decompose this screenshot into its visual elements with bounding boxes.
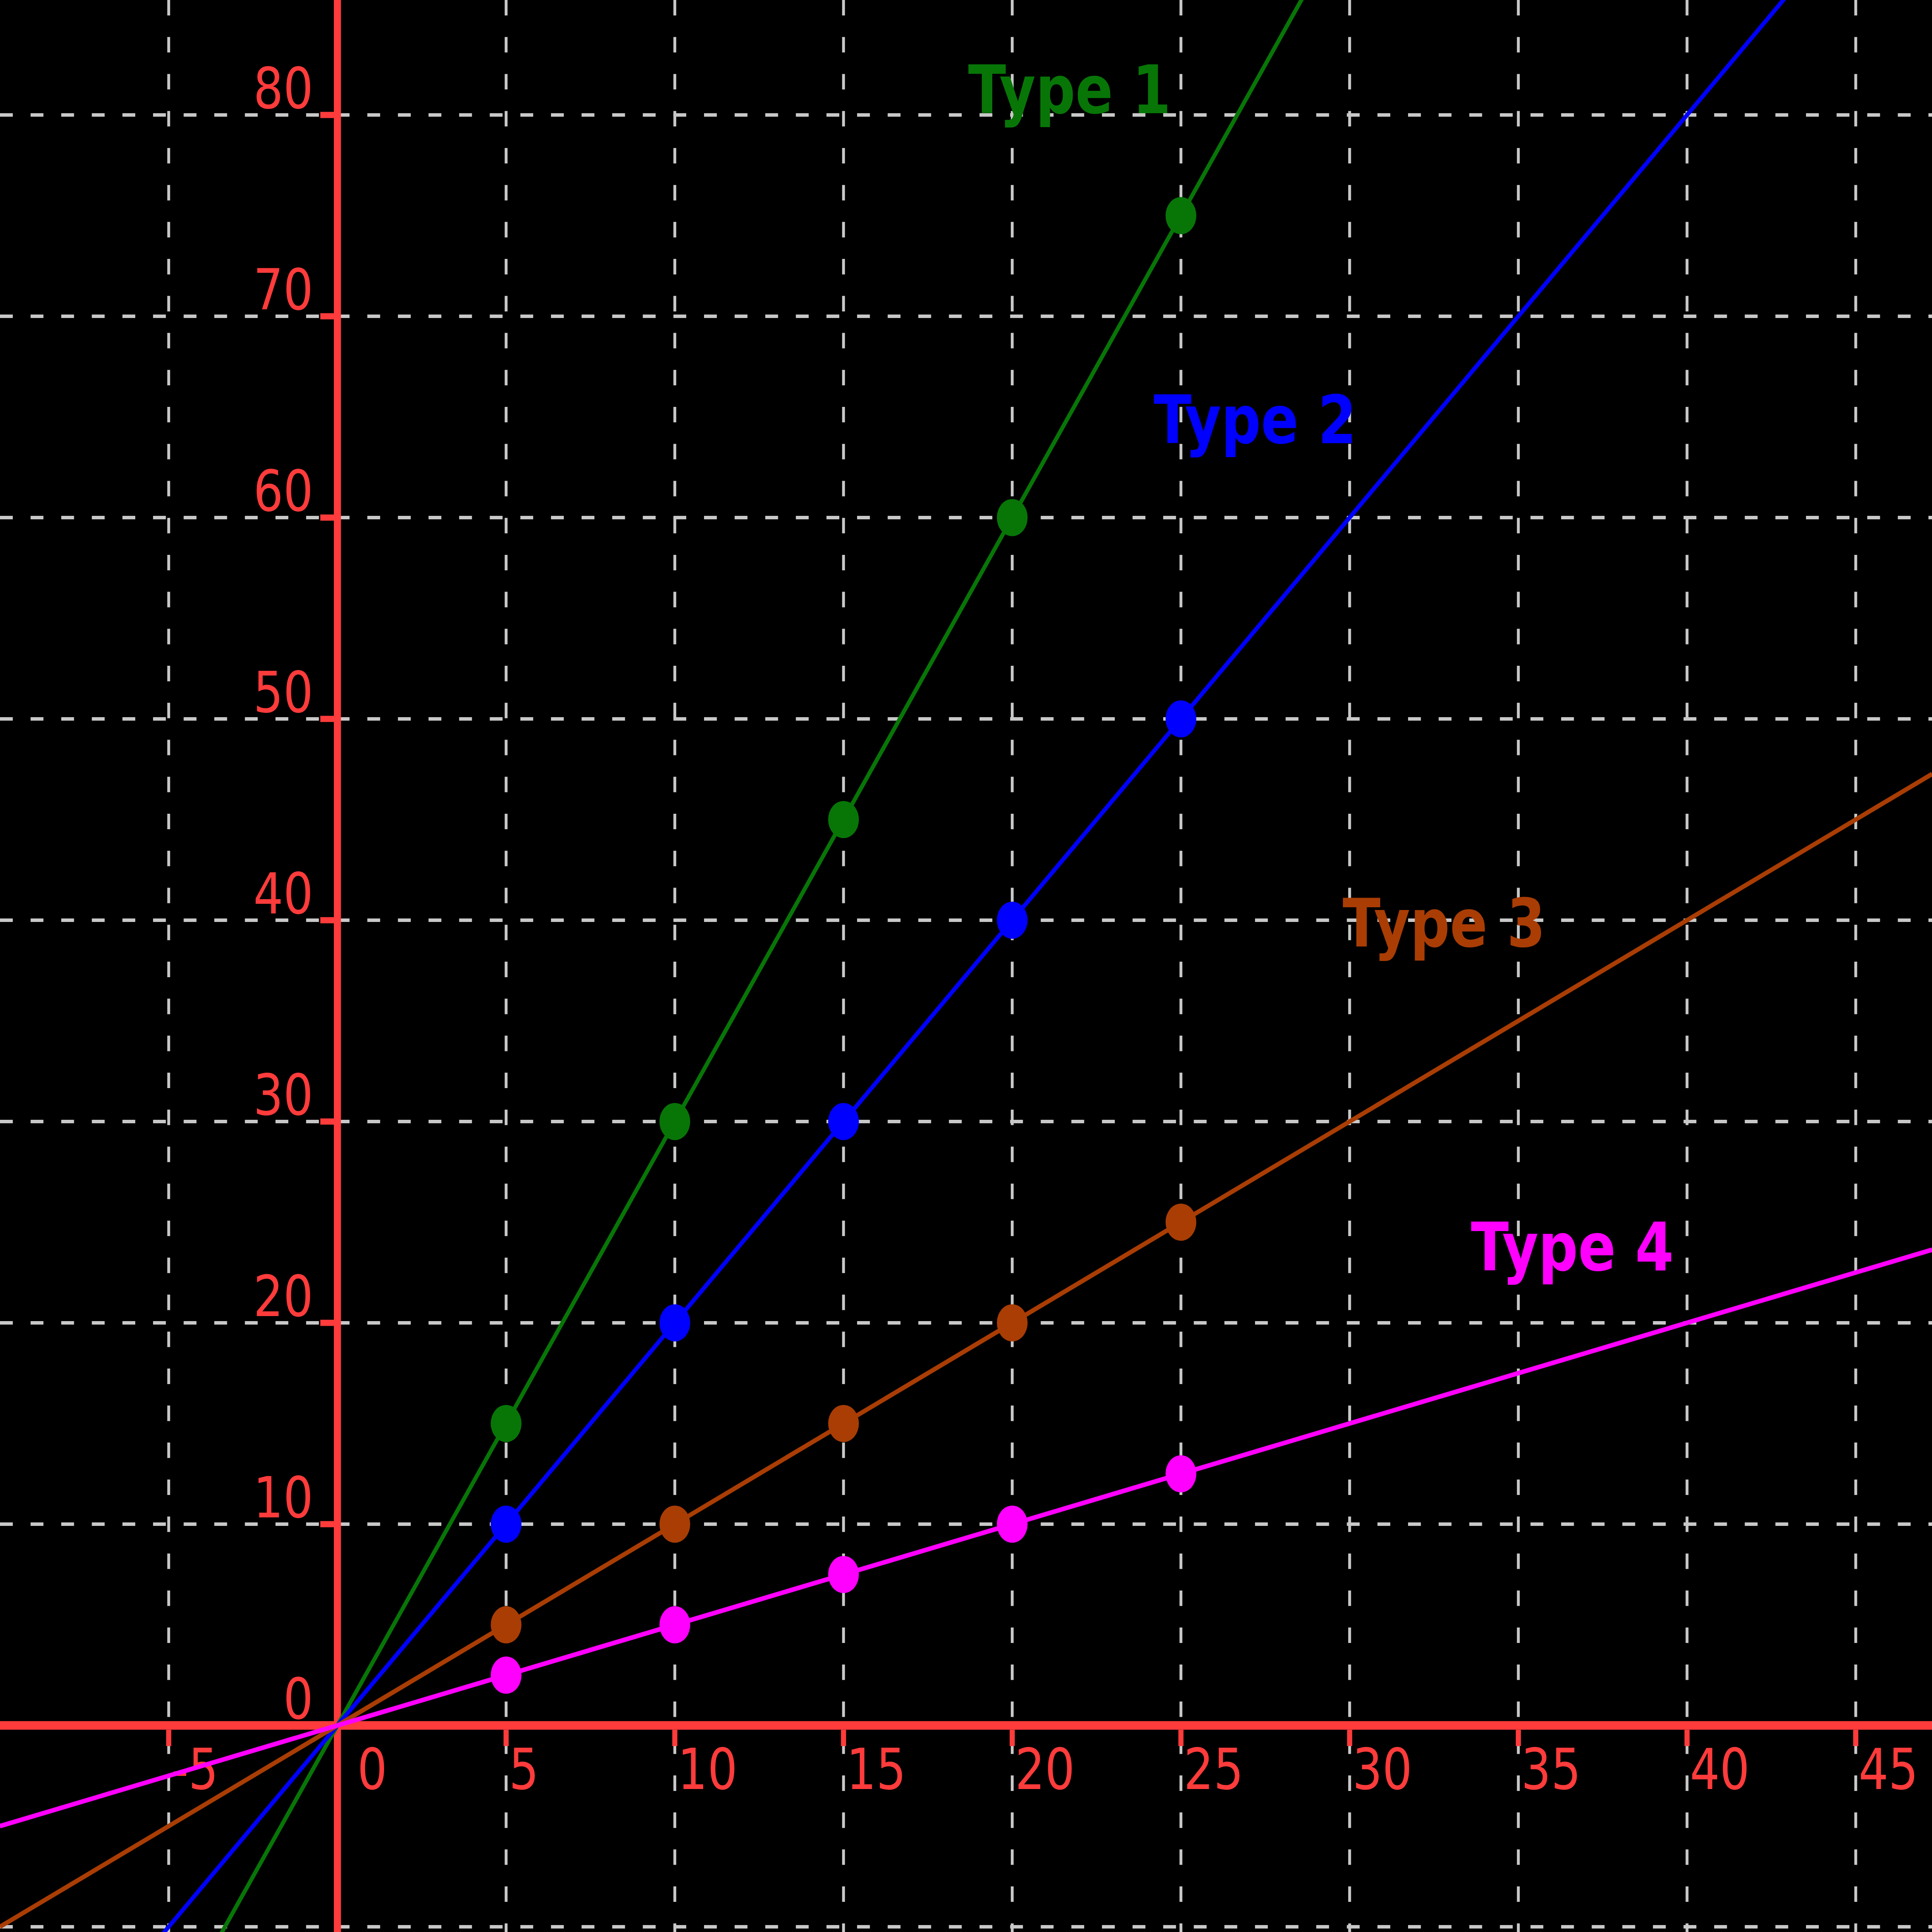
data-point-type-1-10-30 xyxy=(660,1103,690,1140)
y-tick-label-80: 80 xyxy=(253,55,313,121)
data-point-type-4-10-5 xyxy=(660,1606,690,1643)
data-point-type-3-20-20 xyxy=(997,1304,1028,1341)
x-tick-label-25: 25 xyxy=(1184,1736,1244,1803)
y-tick-label-50: 50 xyxy=(253,659,313,725)
data-point-type-4-15-7.5 xyxy=(828,1556,859,1593)
y-tick-label-70: 70 xyxy=(253,257,313,323)
x-tick-label-30: 30 xyxy=(1352,1736,1412,1803)
x-tick-label-5: 5 xyxy=(509,1736,539,1803)
data-point-type-2-25-50 xyxy=(1165,700,1196,737)
series-label-type-3: Type 3 xyxy=(1343,884,1546,963)
y-tick-labels: 0 10 20 30 40 50 60 70 80 xyxy=(253,55,313,1732)
y-tick-label-10: 10 xyxy=(253,1464,313,1531)
data-point-type-3-15-15 xyxy=(828,1405,859,1442)
data-point-type-3-5-5 xyxy=(491,1606,522,1643)
y-tick-label-0: 0 xyxy=(283,1666,313,1732)
data-point-type-2-20-40 xyxy=(997,901,1028,939)
y-tick-label-40: 40 xyxy=(253,861,313,927)
y-tick-label-20: 20 xyxy=(253,1263,313,1329)
line-chart: -505101520253035404501020304050607080Typ… xyxy=(0,0,1932,1932)
data-point-type-2-5-10 xyxy=(491,1505,522,1543)
x-tick-label-0: 0 xyxy=(357,1736,387,1803)
y-tick-label-30: 30 xyxy=(253,1062,313,1128)
data-point-type-3-25-25 xyxy=(1165,1204,1196,1241)
series-label-type-1: Type 1 xyxy=(968,51,1171,129)
series-label-type-4: Type 4 xyxy=(1471,1208,1674,1287)
x-tick-label-45: 45 xyxy=(1859,1736,1918,1803)
x-tick-label-40: 40 xyxy=(1690,1736,1750,1803)
data-point-type-3-10-10 xyxy=(660,1505,690,1543)
data-point-type-4-25-12.5 xyxy=(1165,1455,1196,1492)
data-point-type-4-5-2.5 xyxy=(491,1656,522,1694)
data-point-type-1-25-75 xyxy=(1165,197,1196,234)
data-point-type-2-15-30 xyxy=(828,1103,859,1140)
x-tick-label-20: 20 xyxy=(1015,1736,1075,1803)
data-point-type-1-20-60 xyxy=(997,499,1028,536)
x-tick-label-15: 15 xyxy=(846,1736,906,1803)
chart-canvas: -505101520253035404501020304050607080Typ… xyxy=(0,0,1932,1932)
data-point-type-2-10-20 xyxy=(660,1304,690,1341)
data-point-type-4-20-10 xyxy=(997,1505,1028,1543)
series-label-type-2: Type 2 xyxy=(1154,381,1357,459)
x-tick-label-10: 10 xyxy=(678,1736,738,1803)
y-tick-label-60: 60 xyxy=(253,458,313,524)
data-point-type-1-15-45 xyxy=(828,801,859,838)
x-tick-label-35: 35 xyxy=(1521,1736,1581,1803)
data-point-type-1-5-15 xyxy=(491,1405,522,1442)
